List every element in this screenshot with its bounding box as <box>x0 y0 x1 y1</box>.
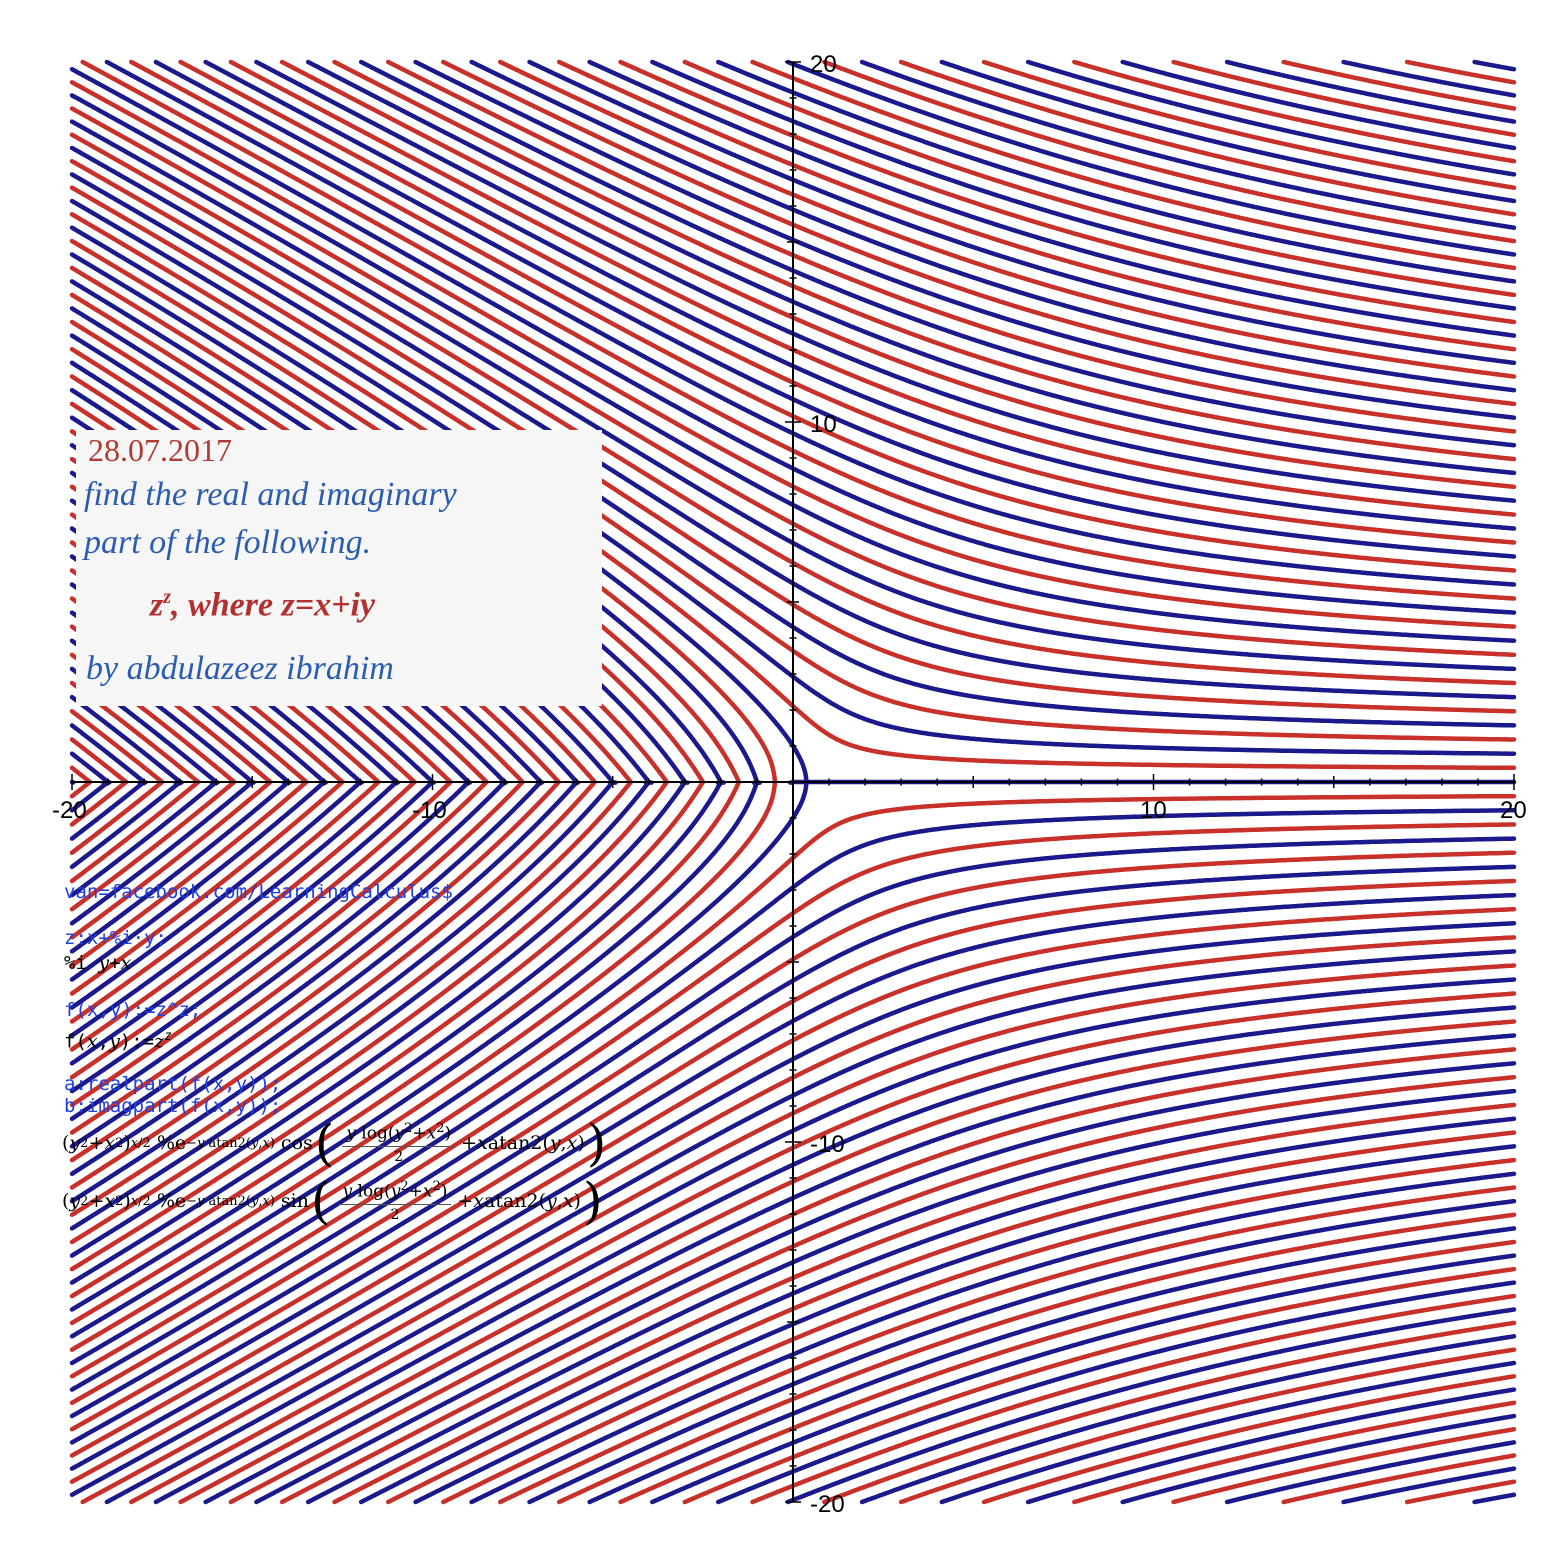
y-tick-label: 10 <box>810 411 837 438</box>
x-tick-label: 10 <box>1140 797 1167 824</box>
y-tick-label: 20 <box>810 51 837 78</box>
maxima-input-1: van=facebook.com/LearningCalculus$ <box>64 881 453 903</box>
maxima-input-2: z:x+%i·y; <box>64 927 167 949</box>
axes <box>71 61 1515 1503</box>
x-tick-label: -20 <box>52 797 87 824</box>
maxima-input-4a: a:realpart(f(x,y)); <box>64 1073 282 1095</box>
date-label: 28.07.2017 <box>88 432 232 468</box>
maxima-output-imag: (y 2 + x 2) x/2 %e −y atan2(y,x) sin(y log(y2+… <box>62 1172 603 1230</box>
y-tick-label: -20 <box>810 1491 845 1518</box>
y-tick-label: -10 <box>810 1131 845 1158</box>
expr-base: z <box>150 586 164 624</box>
expr-rest: , where z=x+iy <box>171 586 376 624</box>
expr-exponent: z <box>163 586 172 608</box>
maxima-output-2: %i y+x <box>64 952 132 974</box>
maxima-output-3: f(x,y):=zz <box>64 1029 172 1053</box>
question-line-2: part of the following. <box>84 524 372 561</box>
x-tick-label: 20 <box>1500 797 1527 824</box>
maxima-input-3: f(x,y):=z^z; <box>64 999 202 1021</box>
maxima-input-4b: b:imagpart(f(x,y)); <box>64 1095 282 1117</box>
maxima-output-real: (y 2 + x 2) x/2 %e −y atan2(y,x) cos(y log(y2+… <box>62 1114 607 1172</box>
expression: zz, where z=x+iy <box>150 586 375 624</box>
problem-statement-card: 28.07.2017 find the real and imaginary p… <box>76 430 602 706</box>
author-label: by abdulazeez ibrahim <box>86 650 394 687</box>
x-tick-label: -10 <box>412 797 447 824</box>
question-line-1: find the real and imaginary <box>84 476 457 513</box>
